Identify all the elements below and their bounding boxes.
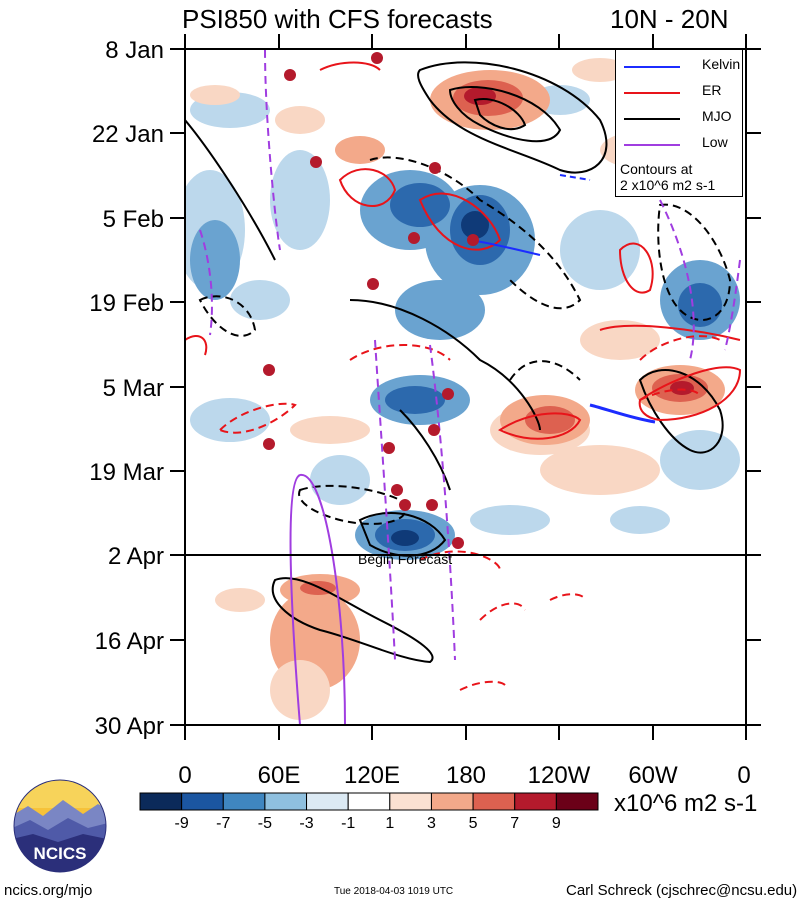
x-tick-label: 0 [737,762,750,789]
y-tick-label: 8 Jan [105,37,164,64]
storm-marker [284,69,296,81]
storm-marker [371,52,383,64]
ncics-logo: NCICS [8,778,112,879]
colorbar-tick-label: 1 [385,815,394,832]
storm-marker [310,156,322,168]
storm-marker [452,537,464,549]
y-tick-labels: 8 Jan 22 Jan 5 Feb 19 Feb 5 Mar 19 Mar 2… [89,37,164,740]
colorbar-tick-label: -9 [175,815,189,832]
storm-marker [408,232,420,244]
contour-layer [185,49,742,725]
storm-marker [426,499,438,511]
colorbar-tick-label: 5 [469,815,478,832]
colorbar-swatch [306,792,349,811]
contour-note-line2: 2 x10^6 m2 s-1 [620,177,716,193]
footer-credit: Carl Schreck (cjschrec@ncsu.edu) [566,882,798,899]
footer-timestamp: Tue 2018-04-03 1019 UTC [334,886,454,897]
x-tick-labels: 0 60E 120E 180 120W 60W 0 [178,762,750,789]
x-tick-label: 60E [258,762,301,789]
y-tick-label: 30 Apr [95,713,164,740]
x-tick-label: 60W [628,762,678,789]
colorbar-swatch [472,792,516,811]
y-tick-label: 22 Jan [92,121,164,148]
chart-title: PSI850 with CFS forecasts [182,4,493,34]
colorbar: -9 -7 -5 -3 -1 1 3 5 7 9 [139,792,599,832]
storm-marker [428,424,440,436]
y-tick-label: 19 Feb [89,290,164,317]
ncics-logo-graphic: NCICS [13,779,107,873]
contour-note-line1: Contours at [620,161,693,177]
legend-swatch [624,92,680,94]
storm-marker [399,499,411,511]
colorbar-tick-label: -3 [299,815,313,832]
colorbar-swatch [181,792,224,811]
x-tick-label: 120W [528,762,591,789]
storm-marker [263,364,275,376]
storm-marker [383,442,395,454]
storm-marker [442,388,454,400]
colorbar-tick-label: -1 [341,815,355,832]
legend-swatch [624,118,680,120]
colorbar-tick-label: 9 [552,815,561,832]
y-tick-label: 5 Feb [103,206,164,233]
colorbar-swatch [264,792,308,811]
x-tick-label: 0 [178,762,191,789]
x-tick-label: 180 [446,762,486,789]
legend-label: ER [702,82,722,98]
storm-markers [263,52,479,549]
contour-note: Contours at 2 x10^6 m2 s-1 [620,161,715,193]
storm-marker [429,162,441,174]
colorbar-swatch [139,792,183,811]
legend-label: MJO [702,108,732,124]
storm-marker [263,438,275,450]
footer-url: ncics.org/mjo [4,882,93,899]
colorbar-swatch [514,792,557,811]
logo-text: NCICS [34,844,87,863]
legend: Kelvin ER MJO Low Contours at 2 x10^6 m2… [615,49,743,197]
colorbar-tick-label: -7 [216,815,230,832]
legend-label: Kelvin [702,56,741,72]
x-tick-label: 120E [344,762,400,789]
legend-swatch [624,144,680,146]
shading-layer [185,58,740,720]
colorbar-swatch [555,792,599,811]
colorbar-tick-label: 3 [427,815,436,832]
y-tick-label: 16 Apr [95,628,164,655]
colorbar-swatch [430,792,474,811]
region-label: 10N - 20N [610,4,729,34]
legend-label: Low [702,134,728,150]
storm-marker [391,484,403,496]
axis-ticks [170,34,761,740]
colorbar-tick-label: -5 [258,815,272,832]
storm-marker [367,278,379,290]
y-tick-label: 5 Mar [103,375,164,402]
begin-forecast-label: Begin Forecast [358,551,452,567]
y-tick-label: 19 Mar [89,459,164,486]
colorbar-tick-label: 7 [510,815,519,832]
legend-swatch [624,66,680,68]
y-tick-label: 2 Apr [108,543,164,570]
colorbar-swatch [222,792,266,811]
colorbar-swatch [389,792,432,811]
storm-marker [467,234,479,246]
units-label: x10^6 m2 s-1 [614,790,758,817]
colorbar-swatch [347,792,391,811]
